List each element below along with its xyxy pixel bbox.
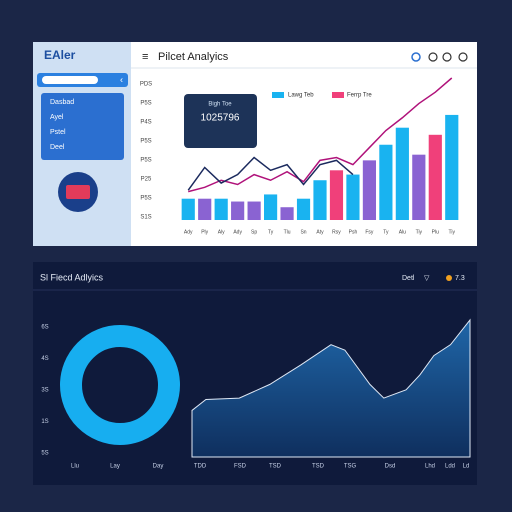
x-tick-label: Lay [110,464,120,470]
y-tick-label: P25 [141,177,152,183]
x-tick-label: Tiy [416,229,423,235]
logo: EAler [44,48,76,62]
x-tick-label: TSG [344,464,357,470]
x-tick-label: Ty [268,229,274,235]
icon[interactable] [458,52,468,62]
y-tick-label: 5S [41,451,48,457]
legend-swatch [272,92,284,98]
y-tick-label: 4S [41,356,48,362]
bar [247,201,261,220]
x-tick-label: Tiy [449,229,456,235]
bar [198,198,212,220]
dropdown-icon[interactable]: ▽ [424,275,430,282]
bar [280,207,294,220]
bar [379,144,393,220]
legend-label: Lawg Teb [288,93,314,99]
bar [412,154,426,220]
x-tick-label: Lhd [425,464,435,470]
x-tick-label: Aty [316,229,324,235]
menu-item[interactable]: Pstel [50,129,66,136]
menu-item[interactable]: Dasbad [50,99,74,106]
x-tick-label: Alu [399,229,406,235]
bar [329,170,344,220]
y-tick-label: P5S [140,196,151,202]
y-tick-label: 6S [41,325,48,331]
x-tick-label: Sn [300,229,306,235]
x-tick-label: FSD [234,464,247,470]
y-tick-label: P5S [140,139,151,145]
legend-swatch [332,92,344,98]
x-tick-label: TSD [312,464,325,470]
x-tick-label: Plu [432,229,439,235]
menu-item[interactable]: Ayel [50,114,64,121]
x-tick-label: Rsy [332,229,341,235]
x-tick-label: Dsd [385,464,396,470]
panel-title: Pilcet Analyics [158,51,229,63]
bar [181,198,195,220]
x-tick-label: Day [153,464,164,470]
donut [60,325,180,445]
bar [346,174,360,220]
x-tick-label: Ply [201,229,208,235]
x-tick-label: Ty [383,229,389,235]
tooltip-label: Bigh Toe [208,102,232,108]
x-tick-label: Llu [71,464,79,470]
search-input[interactable] [42,76,98,84]
x-tick-label: Ady [184,229,193,235]
x-tick-label: TSD [269,464,282,470]
y-tick-label: S1S [140,215,151,221]
y-tick-label: P4S [140,120,151,126]
tooltip-value: 1025796 [201,113,240,124]
panel-title: Sl Fiecd Adlyics [40,272,104,282]
bar [231,201,245,220]
x-tick-label: Tlu [284,229,291,235]
icon[interactable] [411,52,421,62]
icon[interactable] [442,52,452,62]
y-tick-label: P5S [140,158,151,164]
bar [296,198,311,220]
y-tick-label: 3S [41,388,48,394]
line-series [188,77,453,193]
icon[interactable] [428,52,438,62]
x-tick-label: Psh [349,229,358,235]
dropdown[interactable]: Detl [402,275,415,282]
bar [395,127,409,220]
area [191,318,471,458]
y-tick-label: PDS [140,82,152,88]
legend-label: Ferrp Tre [347,93,372,99]
x-tick-label: Aly [218,229,225,235]
bar [428,134,442,220]
menu-item[interactable]: Deel [50,144,65,151]
menu-box [41,93,124,160]
control-value: 7.3 [455,275,465,282]
x-tick-label: Sp [251,229,257,235]
status-icon [446,275,452,281]
tooltip [184,94,257,148]
x-tick-label: TDD [194,464,207,470]
y-tick-label: P5S [140,101,151,107]
y-tick-label: 1S [41,419,48,425]
bar [264,194,278,220]
x-tick-label: Ld [463,464,470,470]
x-tick-label: Ady [233,229,242,235]
avatar-icon [66,185,90,199]
collapse-icon[interactable]: ‹ [120,74,123,84]
x-tick-label: Fsy [365,229,374,235]
x-tick-label: Ldd [445,464,455,470]
bar [313,180,327,220]
menu-icon[interactable]: ≡ [142,51,148,63]
bar [445,114,459,220]
bar [362,160,376,220]
line-series [187,156,354,191]
bar [214,198,228,220]
